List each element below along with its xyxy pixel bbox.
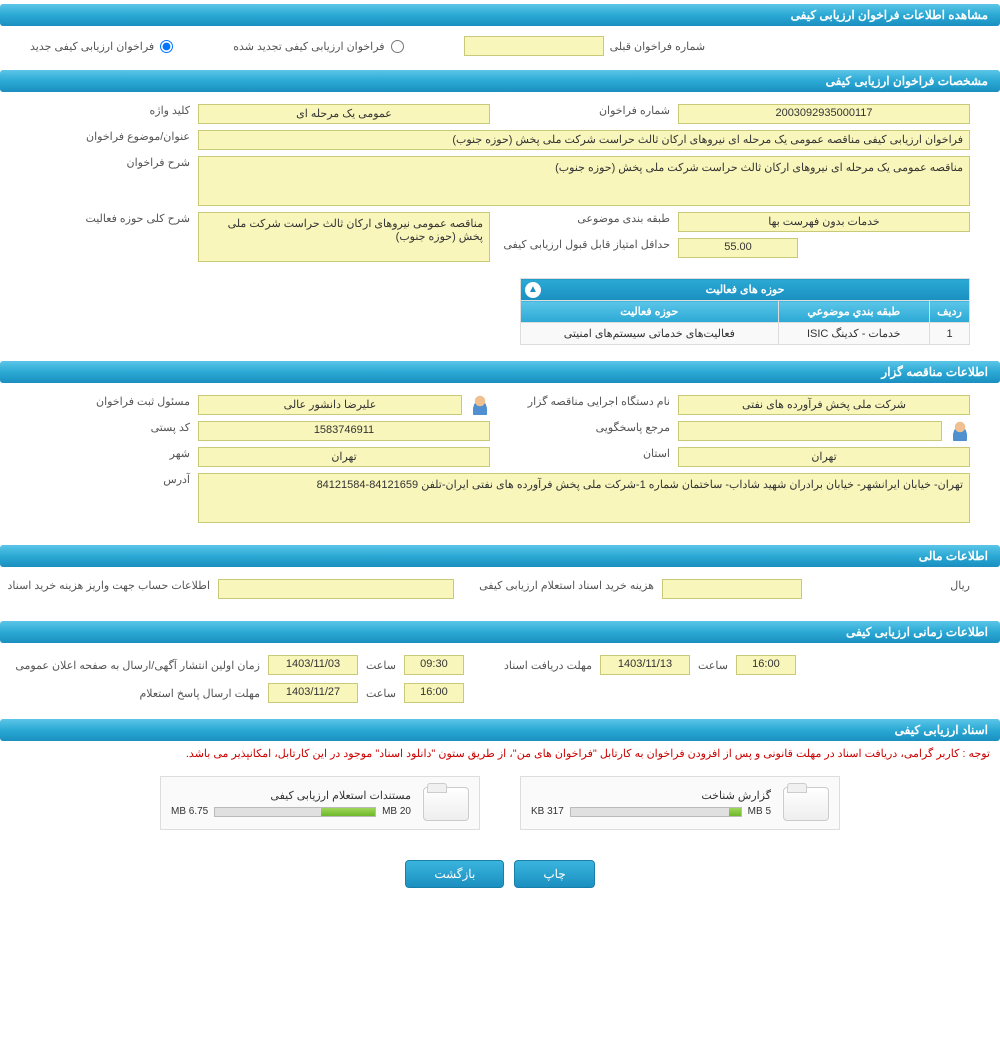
- reply-time-label: ساعت: [366, 687, 396, 700]
- pub-time: 09:30: [404, 655, 464, 675]
- header-timing: اطلاعات زمانی ارزیابی کیفی: [0, 621, 1000, 643]
- keyword-field: عمومی یک مرحله ای: [198, 104, 490, 124]
- attachment-2[interactable]: مستندات استعلام ارزیابی کیفی 20 MB 6.75 …: [160, 776, 480, 830]
- scope-label: شرح کلی حوزه فعالیت: [30, 212, 190, 225]
- cost-unit: ریال: [810, 579, 970, 592]
- keyword-label: کلید واژه: [30, 104, 190, 117]
- org-label: نام دستگاه اجرایی مناقصه گزار: [510, 395, 670, 408]
- a2-used: 6.75 MB: [171, 806, 208, 817]
- a1-total: 5 MB: [748, 806, 771, 817]
- a1-used: 317 KB: [531, 806, 564, 817]
- postal-field: 1583746911: [198, 421, 490, 441]
- deadline-date: 1403/11/13: [600, 655, 690, 675]
- col-scope: حوزه فعالیت: [521, 301, 779, 323]
- reg-person-field: علیرضا دانشور عالی: [198, 395, 462, 415]
- col-class: طبقه بندي موضوعي: [778, 301, 929, 323]
- desc-field: مناقصه عمومی یک مرحله ای نیروهای ارکان ث…: [198, 156, 970, 206]
- city-label: شهر: [30, 447, 190, 460]
- cell-n: 1: [930, 323, 970, 345]
- back-button[interactable]: بازگشت: [405, 860, 504, 888]
- a1-meter: [570, 807, 742, 817]
- a2-total: 20 MB: [382, 806, 411, 817]
- header-main: مشاهده اطلاعات فراخوان ارزیابی کیفی: [0, 4, 1000, 26]
- reg-person-label: مسئول ثبت فراخوان: [30, 395, 190, 408]
- subject-label: عنوان/موضوع فراخوان: [30, 130, 190, 143]
- min-score-field: 55.00: [678, 238, 798, 258]
- a2-title: مستندات استعلام ارزیابی کیفی: [171, 789, 411, 802]
- postal-label: کد پستی: [30, 421, 190, 434]
- header-financial: اطلاعات مالی: [0, 545, 1000, 567]
- person-icon[interactable]: [470, 395, 490, 415]
- address-label: آدرس: [30, 473, 190, 486]
- reply-date: 1403/11/27: [268, 683, 358, 703]
- radio-new-label: فراخوان ارزیابی کیفی جدید: [30, 40, 154, 53]
- deadline-label: مهلت دریافت اسناد: [504, 659, 592, 672]
- col-row: ردیف: [930, 301, 970, 323]
- subject-field: فراخوان ارزیابی کیفی مناقصه عمومی یک مرح…: [198, 130, 970, 150]
- scope-field: مناقصه عمومی نیروهای ارکان ثالث حراست شر…: [198, 212, 490, 262]
- class-field: خدمات بدون فهرست بها: [678, 212, 970, 232]
- min-score-label: حداقل امتیاز قابل قبول ارزیابی کیفی: [510, 238, 670, 251]
- print-button[interactable]: چاپ: [514, 860, 594, 888]
- city-field: تهران: [198, 447, 490, 467]
- pub-label: زمان اولین انتشار آگهی/ارسال به صفحه اعل…: [30, 659, 260, 672]
- cell-class: خدمات - کدینگ ISIC: [778, 323, 929, 345]
- activity-title: حوزه های فعالیت ▲: [521, 279, 970, 301]
- call-type-row: فراخوان ارزیابی کیفی جدید فراخوان ارزیاب…: [0, 26, 1000, 66]
- address-field: تهران- خیابان ایرانشهر- خیابان برادران ش…: [198, 473, 970, 523]
- cost-field: [662, 579, 802, 599]
- pub-time-label: ساعت: [366, 659, 396, 672]
- collapse-icon[interactable]: ▲: [525, 282, 541, 298]
- header-specs: مشخصات فراخوان ارزیابی کیفی: [0, 70, 1000, 92]
- person-icon-2[interactable]: [950, 421, 970, 441]
- cost-label: هزینه خرید اسناد استعلام ارزیابی کیفی: [474, 579, 654, 592]
- folder-icon: [781, 783, 829, 823]
- deadline-time: 16:00: [736, 655, 796, 675]
- class-label: طبقه بندی موضوعی: [510, 212, 670, 225]
- activity-table: حوزه های فعالیت ▲ ردیف طبقه بندي موضوعي …: [520, 278, 970, 345]
- pub-date: 1403/11/03: [268, 655, 358, 675]
- call-no-field: 2003092935000117: [678, 104, 970, 124]
- province-label: استان: [510, 447, 670, 460]
- table-row: 1 خدمات - کدینگ ISIC فعالیت‌های خدماتی س…: [521, 323, 970, 345]
- activity-title-text: حوزه های فعالیت: [706, 284, 785, 296]
- contact-label: مرجع پاسخگویی: [510, 421, 670, 434]
- desc-label: شرح فراخوان: [30, 156, 190, 169]
- account-field: [218, 579, 454, 599]
- prev-call-field: [464, 36, 604, 56]
- reply-time: 16:00: [404, 683, 464, 703]
- cell-scope: فعالیت‌های خدماتی سیستم‌های امنیتی: [521, 323, 779, 345]
- header-docs: اسناد ارزیابی کیفی: [0, 719, 1000, 741]
- contact-field: [678, 421, 942, 441]
- docs-notice: توجه : کاربر گرامی، دریافت اسناد در مهلت…: [0, 741, 1000, 766]
- prev-call-label: شماره فراخوان قبلی: [610, 40, 706, 53]
- org-field: شرکت ملی پخش فرآورده های نفتی: [678, 395, 970, 415]
- province-field: تهران: [678, 447, 970, 467]
- folder-icon: [421, 783, 469, 823]
- radio-renewed-label: فراخوان ارزیابی کیفی تجدید شده: [233, 40, 384, 53]
- call-no-label: شماره فراخوان: [510, 104, 670, 117]
- reply-label: مهلت ارسال پاسخ استعلام: [30, 687, 260, 700]
- attachment-1[interactable]: گزارش شناخت 5 MB 317 KB: [520, 776, 840, 830]
- header-tenderer: اطلاعات مناقصه گزار: [0, 361, 1000, 383]
- radio-renewed[interactable]: [391, 40, 404, 53]
- radio-new[interactable]: [160, 40, 173, 53]
- a2-meter: [214, 807, 376, 817]
- a1-title: گزارش شناخت: [531, 789, 771, 802]
- account-label: اطلاعات حساب جهت واریز هزینه خرید اسناد: [30, 579, 210, 592]
- deadline-time-label: ساعت: [698, 659, 728, 672]
